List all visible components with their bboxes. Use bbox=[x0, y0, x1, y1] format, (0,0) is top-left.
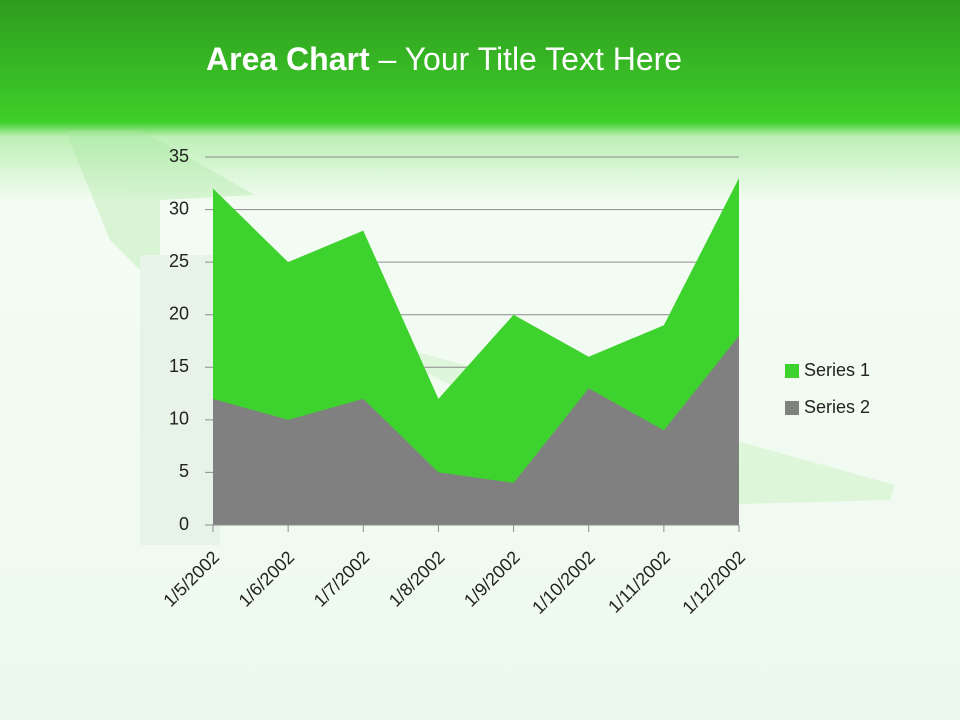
legend-swatch bbox=[785, 401, 799, 415]
y-tick-label: 35 bbox=[169, 146, 189, 166]
y-tick-label: 30 bbox=[169, 198, 189, 218]
legend-swatch bbox=[785, 364, 799, 378]
area bbox=[213, 335, 739, 525]
y-tick-label: 20 bbox=[169, 303, 189, 323]
legend-label: Series 1 bbox=[804, 360, 870, 380]
title-bold: Area Chart bbox=[206, 41, 370, 77]
y-tick-label: 0 bbox=[179, 514, 189, 534]
slide-title: Area Chart – Your Title Text Here bbox=[206, 41, 682, 77]
y-tick-label: 10 bbox=[169, 409, 189, 429]
title-rest: – Your Title Text Here bbox=[379, 41, 683, 77]
legend-label: Series 2 bbox=[804, 397, 870, 417]
y-tick-label: 25 bbox=[169, 251, 189, 271]
y-tick-label: 15 bbox=[169, 356, 189, 376]
y-tick-label: 5 bbox=[179, 461, 189, 481]
